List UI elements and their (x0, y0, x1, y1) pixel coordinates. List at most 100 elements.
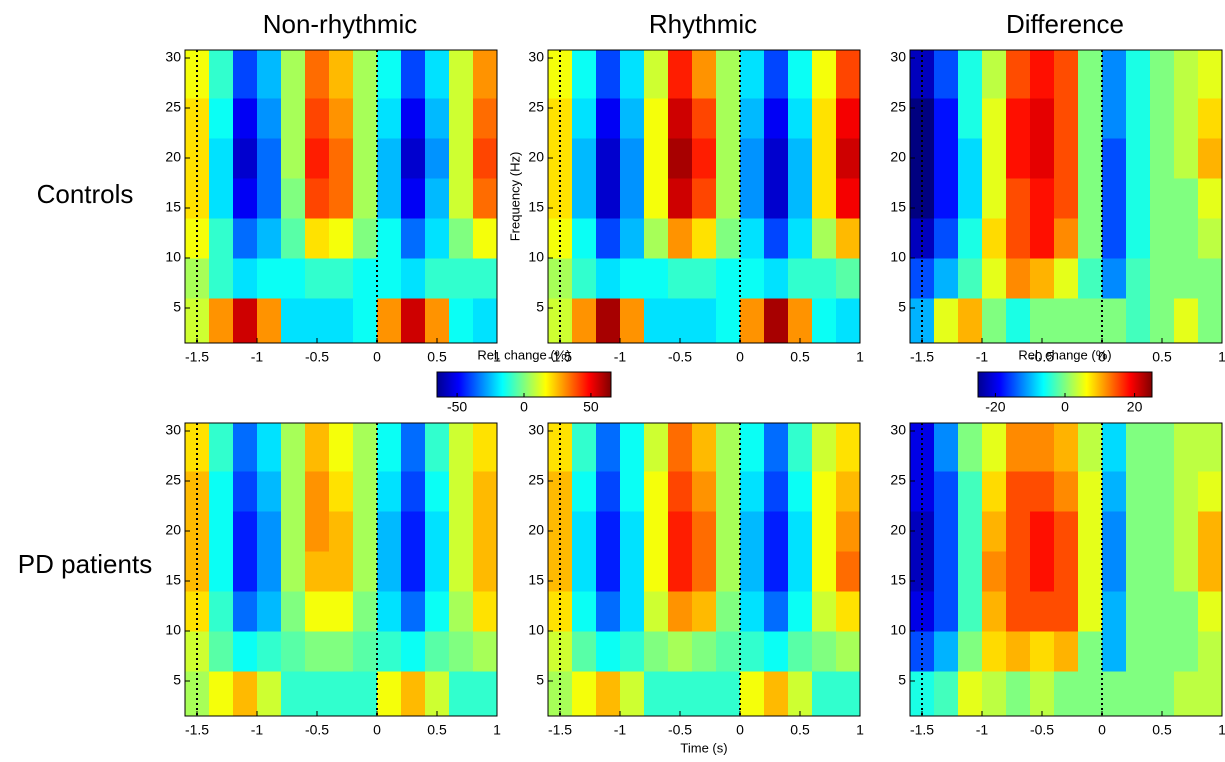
heat-cell (401, 591, 426, 632)
heat-cell (353, 671, 378, 717)
heat-cell (1102, 50, 1127, 99)
heat-cell (329, 423, 354, 472)
heat-cell (425, 551, 450, 592)
y-tick-label: 20 (165, 522, 181, 538)
heat-cell (425, 423, 450, 472)
heat-cell (910, 551, 935, 592)
colorbar (977, 371, 1153, 398)
heat-cell (353, 631, 378, 672)
y-tick-label: 30 (890, 49, 906, 65)
heat-cell (982, 671, 1007, 717)
plot-frame (184, 422, 498, 717)
heat-cell (836, 258, 861, 299)
heat-cell (1198, 471, 1223, 512)
heat-cell (548, 258, 573, 299)
heat-cell (1030, 98, 1055, 139)
heat-cell (209, 423, 234, 472)
heat-cell (958, 178, 983, 219)
heat-cell (401, 218, 426, 259)
heat-cell (644, 471, 669, 512)
y-tick-label: 20 (890, 522, 906, 538)
heat-cell (958, 50, 983, 99)
heat-cell (449, 423, 474, 472)
heat-cell (812, 671, 837, 717)
heat-cell (353, 423, 378, 472)
heat-cell (401, 98, 426, 139)
colorbar-label: Rel. change (%) (477, 347, 570, 362)
heat-cell (1150, 138, 1175, 179)
heat-cell (1054, 423, 1079, 472)
heat-cell (836, 671, 861, 717)
x-tick-label: -1.5 (185, 722, 209, 738)
heat-cell (185, 218, 210, 259)
heat-cell (185, 178, 210, 219)
heat-cell (209, 178, 234, 219)
x-tick-label: 0 (373, 349, 381, 365)
heat-cell (836, 551, 861, 592)
x-tick-label: 0.5 (1152, 349, 1172, 365)
heat-cell (1174, 423, 1199, 472)
heat-cell (185, 258, 210, 299)
heat-cell (788, 298, 813, 344)
heat-cell (473, 511, 498, 552)
heat-cell (692, 423, 717, 472)
heat-cell (401, 511, 426, 552)
heat-cell (425, 138, 450, 179)
heat-cell (209, 298, 234, 344)
heat-cell (716, 50, 741, 99)
heat-cell (788, 98, 813, 139)
y-tick-label: 10 (528, 249, 544, 265)
heat-cell (836, 218, 861, 259)
heat-cell (425, 471, 450, 512)
heat-cell (1198, 258, 1223, 299)
heat-cell (596, 471, 621, 512)
heat-cell (716, 423, 741, 472)
heat-cell (740, 218, 765, 259)
heat-cell (1030, 631, 1055, 672)
heat-cell (353, 298, 378, 344)
heat-cell (281, 138, 306, 179)
x-tick-label: -1.5 (548, 722, 572, 738)
heat-cell (1078, 138, 1103, 179)
heat-cell (692, 98, 717, 139)
heat-cell (425, 178, 450, 219)
heat-cell (644, 423, 669, 472)
heat-cell (958, 471, 983, 512)
heat-cell (982, 50, 1007, 99)
heat-cell (1102, 631, 1127, 672)
heat-cell (305, 298, 330, 344)
heat-cell (257, 511, 282, 552)
heat-cell (788, 671, 813, 717)
heat-cell (1102, 258, 1127, 299)
heat-cell (377, 218, 402, 259)
heat-cell (836, 591, 861, 632)
heat-cell (401, 138, 426, 179)
heat-cell (1174, 471, 1199, 512)
plot-frame (909, 49, 1223, 344)
heat-cell (1078, 631, 1103, 672)
heat-cell (1078, 671, 1103, 717)
heat-cell (1006, 423, 1031, 472)
heat-cell (982, 591, 1007, 632)
heat-cell (1102, 298, 1127, 344)
x-tick-label: -1 (614, 349, 627, 365)
heat-cell (185, 591, 210, 632)
heat-cell (449, 50, 474, 99)
heat-cell (425, 511, 450, 552)
heat-cell (812, 138, 837, 179)
x-tick-label: 1 (856, 349, 864, 365)
heat-cell (740, 591, 765, 632)
heat-cell (548, 178, 573, 219)
heat-cell (1174, 98, 1199, 139)
heat-cell (764, 178, 789, 219)
colorbar-label: Rel. change (%) (1018, 347, 1111, 362)
heat-cell (572, 138, 597, 179)
heat-cell (958, 591, 983, 632)
heat-cell (620, 551, 645, 592)
y-axis-label: Frequency (Hz) (507, 152, 522, 242)
heat-cell (812, 471, 837, 512)
heat-cell (1126, 50, 1151, 99)
heat-cell (1054, 258, 1079, 299)
heat-cell (209, 138, 234, 179)
heat-cell (836, 471, 861, 512)
